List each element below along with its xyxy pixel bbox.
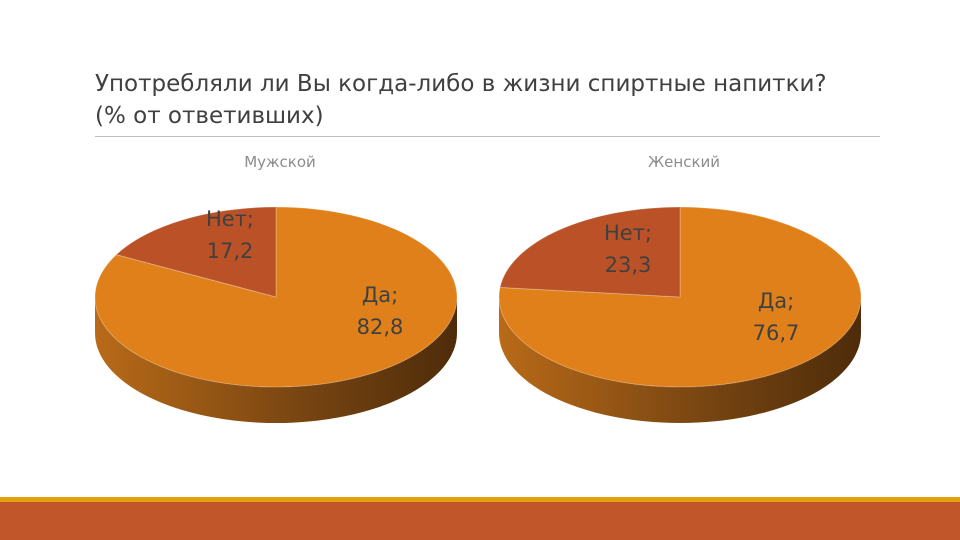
data-label-Нет: Нет; 17,2	[206, 207, 254, 263]
pie-slice-Да	[498, 206, 862, 388]
pie-side-wall	[499, 297, 861, 423]
data-label-Нет: Нет; 23,3	[604, 221, 652, 277]
slide-title: Употребляли ли Вы когда-либо в жизни спи…	[95, 68, 895, 132]
pie-side-wall	[95, 297, 457, 423]
data-label-Да: Да; 82,8	[357, 283, 404, 339]
chart-title: Мужской	[244, 153, 316, 171]
pie-slice-Да	[94, 206, 458, 388]
data-label-Да: Да; 76,7	[753, 289, 800, 345]
pie-slice-Нет	[499, 206, 681, 298]
pie-chart-2: Женский Да; 76,7 Нет; 23,3	[498, 153, 862, 423]
title-divider	[95, 136, 880, 137]
slide-title-line1: Употребляли ли Вы когда-либо в жизни спи…	[95, 71, 827, 97]
bottom-bar	[0, 502, 960, 540]
chart-title: Женский	[648, 153, 720, 171]
pie-chart-1: Мужской Да; 82,8 Нет; 17,2	[94, 153, 458, 423]
pie-slice-Нет	[115, 206, 277, 298]
bottom-accent-stripe	[0, 497, 960, 502]
slide-title-line2: (% от ответивших)	[95, 103, 324, 129]
